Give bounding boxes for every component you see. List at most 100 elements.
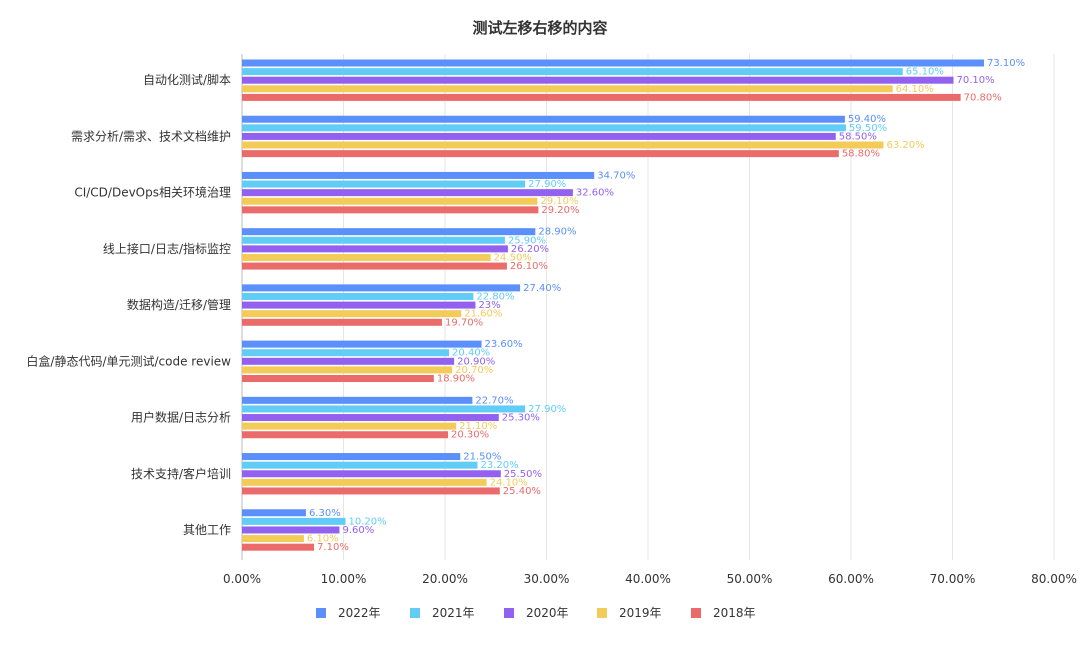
x-tick-label: 0.00% — [223, 572, 261, 586]
bar — [242, 349, 450, 357]
bar — [242, 93, 961, 101]
data-label: 70.80% — [964, 92, 1002, 103]
legend-item[interactable]: 2019年 — [597, 606, 662, 620]
data-label: 65.10% — [906, 67, 944, 78]
bar — [242, 453, 461, 461]
legend-swatch — [504, 608, 514, 618]
data-label: 64.10% — [896, 84, 934, 95]
data-label: 9.60% — [342, 525, 374, 536]
bar — [242, 340, 482, 348]
bar — [242, 180, 526, 188]
bar — [242, 68, 903, 76]
bars — [242, 59, 984, 551]
category-label: CI/CD/DevOps相关环境治理 — [74, 185, 231, 200]
data-label: 58.50% — [839, 131, 877, 142]
bar — [242, 535, 304, 543]
data-label: 20.70% — [455, 365, 493, 376]
data-label: 58.80% — [842, 149, 880, 160]
category-label: 线上接口/日志/指标监控 — [103, 241, 231, 256]
data-label: 26.20% — [511, 244, 549, 255]
bar — [242, 375, 434, 383]
legend-label: 2018年 — [713, 606, 756, 620]
bar — [242, 357, 455, 365]
bar — [242, 310, 462, 318]
bar — [242, 236, 505, 244]
legend-swatch — [316, 608, 326, 618]
legend-swatch — [691, 608, 701, 618]
data-label: 29.10% — [540, 196, 578, 207]
bar — [242, 124, 846, 132]
data-label: 23.60% — [485, 339, 523, 350]
x-tick-label: 60.00% — [828, 572, 874, 586]
data-label: 23.20% — [480, 460, 518, 471]
data-label: 18.90% — [437, 374, 475, 385]
bar — [242, 284, 521, 292]
bar — [242, 171, 595, 179]
data-label: 6.30% — [309, 508, 341, 519]
bar — [242, 366, 453, 374]
bar — [242, 509, 306, 517]
data-label: 32.60% — [576, 188, 614, 199]
legend-label: 2021年 — [432, 606, 475, 620]
bar — [242, 478, 487, 486]
x-tick-label: 50.00% — [727, 572, 773, 586]
data-label: 29.20% — [541, 205, 579, 216]
bar — [242, 245, 508, 253]
data-label: 23% — [478, 300, 500, 311]
bar — [242, 150, 839, 158]
bar — [242, 115, 845, 123]
data-label: 22.70% — [475, 395, 513, 406]
x-tick-label: 20.00% — [422, 572, 468, 586]
x-axis-ticks: 0.00% 10.00% 20.00% 30.00% 40.00% 50.00% 60.00… — [223, 572, 1077, 586]
bar — [242, 85, 893, 93]
bar — [242, 76, 954, 84]
legend-label: 2022年 — [338, 606, 381, 620]
category-label: 其他工作 — [183, 523, 231, 537]
category-label: 需求分析/需求、技术文档维护 — [71, 128, 231, 143]
bar — [242, 189, 573, 197]
data-label: 25.50% — [504, 469, 542, 480]
data-label: 25.30% — [502, 413, 540, 424]
data-label: 27.90% — [528, 404, 566, 415]
bar — [242, 396, 473, 404]
legend-item[interactable]: 2022年 — [316, 606, 381, 620]
bar — [242, 228, 536, 236]
data-label: 25.90% — [508, 235, 546, 246]
data-label: 34.70% — [597, 170, 635, 181]
bar — [242, 318, 442, 326]
data-label: 20.90% — [457, 356, 495, 367]
data-label: 20.40% — [452, 348, 490, 359]
data-label: 6.10% — [307, 534, 339, 545]
bar — [242, 543, 315, 551]
data-label: 59.50% — [849, 123, 887, 134]
data-label: 24.50% — [494, 252, 532, 263]
data-label: 27.90% — [528, 179, 566, 190]
legend-item[interactable]: 2020年 — [504, 606, 569, 620]
category-label: 用户数据/日志分析 — [131, 410, 231, 425]
legend-item[interactable]: 2021年 — [410, 606, 475, 620]
x-tick-label: 30.00% — [524, 572, 570, 586]
bar — [242, 414, 499, 422]
bar — [242, 461, 478, 469]
bar — [242, 405, 526, 413]
legend: 2022年 2021年 2020年 2019年 2018年 — [316, 606, 756, 620]
bar — [242, 431, 449, 439]
data-label: 26.10% — [510, 261, 548, 272]
category-label: 技术支持/客户培训 — [131, 466, 231, 481]
data-label: 21.50% — [463, 452, 501, 463]
bar — [242, 422, 457, 430]
data-label: 28.90% — [538, 227, 576, 238]
legend-swatch — [410, 608, 420, 618]
data-label: 21.60% — [464, 309, 502, 320]
legend-item[interactable]: 2018年 — [691, 606, 756, 620]
category-label: 白盒/静态代码/单元测试/code review — [26, 353, 231, 368]
legend-label: 2019年 — [619, 606, 662, 620]
bar — [242, 292, 474, 300]
data-label: 24.10% — [490, 477, 528, 488]
data-label: 70.10% — [957, 75, 995, 86]
x-tick-label: 40.00% — [625, 572, 671, 586]
data-label: 10.20% — [349, 516, 387, 527]
chart-title: 测试左移右移的内容 — [472, 19, 607, 37]
data-label: 21.10% — [459, 421, 497, 432]
